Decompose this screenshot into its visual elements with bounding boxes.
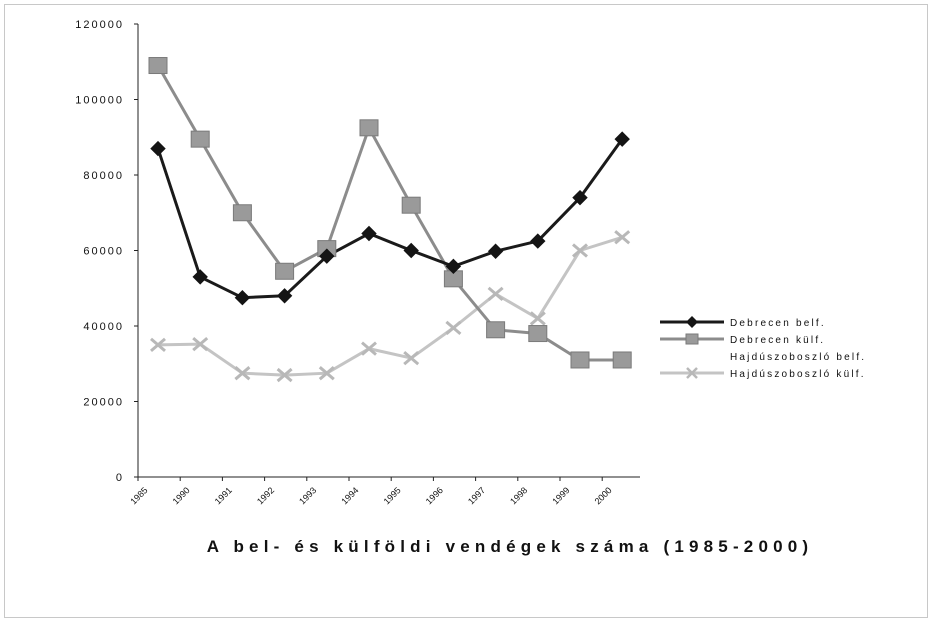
data-point bbox=[276, 367, 293, 383]
y-axis-ticks: 0 20000 40000 60000 80000 100000 120000 bbox=[75, 19, 138, 484]
data-point bbox=[403, 242, 419, 259]
data-point bbox=[614, 230, 631, 245]
legend-label: Hajdúszoboszló belf. bbox=[730, 352, 866, 363]
y-tick-label: 60000 bbox=[83, 246, 124, 258]
legend-label: Debrecen külf. bbox=[730, 335, 825, 346]
x-tick-label: 1990 bbox=[171, 485, 192, 506]
legend-label: Hajdúszoboszló külf. bbox=[730, 369, 866, 380]
x-tick-label: 1996 bbox=[424, 485, 445, 506]
legend-marker bbox=[685, 333, 699, 345]
chart-title: A bel- és külföldi vendégek száma (1985-… bbox=[207, 537, 814, 556]
legend-marker bbox=[686, 316, 698, 328]
data-point bbox=[445, 258, 462, 275]
data-point bbox=[614, 131, 630, 147]
chart-frame bbox=[4, 4, 928, 618]
data-point bbox=[529, 311, 546, 326]
data-point bbox=[403, 350, 420, 366]
x-tick-label: 1998 bbox=[508, 485, 529, 506]
data-point bbox=[361, 225, 377, 242]
data-point bbox=[570, 351, 590, 369]
x-tick-label: 1993 bbox=[297, 485, 318, 506]
series-lines bbox=[156, 64, 624, 377]
data-point bbox=[234, 289, 251, 306]
y-tick-label: 40000 bbox=[83, 321, 124, 333]
series-line bbox=[156, 64, 623, 362]
y-tick-label: 120000 bbox=[75, 19, 124, 31]
data-point bbox=[486, 321, 506, 339]
data-point bbox=[150, 140, 166, 157]
data-point bbox=[148, 57, 168, 75]
legend-label: Debrecen belf. bbox=[730, 318, 826, 329]
x-axis-ticks: 1985 1990 1991 1992 1993 1994 1995 1996 1997 1998… bbox=[128, 477, 614, 506]
x-tick-label: 2000 bbox=[593, 485, 614, 506]
data-point bbox=[612, 351, 632, 369]
data-point bbox=[192, 336, 209, 352]
x-tick-label: 1997 bbox=[466, 485, 487, 506]
data-point bbox=[232, 204, 252, 222]
x-tick-label: 1995 bbox=[382, 485, 403, 506]
series-line bbox=[156, 138, 624, 300]
data-point bbox=[528, 325, 548, 343]
data-point bbox=[401, 196, 421, 214]
data-point bbox=[445, 320, 462, 336]
data-point bbox=[572, 189, 588, 206]
legend: Debrecen belf. Debrecen külf. Hajdúszobosz… bbox=[660, 316, 866, 380]
data-point bbox=[361, 341, 377, 356]
legend-item: Hajdúszoboszló belf. bbox=[730, 352, 866, 363]
data-point bbox=[319, 248, 335, 264]
data-point bbox=[530, 233, 546, 249]
y-tick-label: 100000 bbox=[75, 95, 124, 107]
data-point bbox=[275, 262, 295, 280]
y-tick-label: 20000 bbox=[83, 397, 124, 409]
x-tick-label: 1985 bbox=[128, 485, 149, 506]
x-tick-label: 1992 bbox=[255, 485, 276, 506]
data-point bbox=[192, 269, 208, 285]
data-point bbox=[487, 243, 504, 259]
legend-item: Hajdúszoboszló külf. bbox=[660, 367, 866, 380]
data-point bbox=[150, 337, 166, 353]
data-point bbox=[487, 286, 504, 302]
series-line bbox=[157, 235, 623, 377]
y-tick-label: 0 bbox=[116, 472, 124, 484]
chart-axes bbox=[137, 24, 640, 478]
x-tick-label: 1999 bbox=[550, 485, 571, 506]
legend-item: Debrecen külf. bbox=[660, 333, 825, 346]
data-point bbox=[190, 130, 210, 148]
data-point bbox=[276, 288, 293, 304]
legend-item: Debrecen belf. bbox=[660, 316, 826, 329]
data-point bbox=[572, 243, 588, 258]
x-tick-label: 1994 bbox=[339, 485, 360, 506]
data-point bbox=[234, 366, 251, 381]
y-tick-label: 80000 bbox=[83, 170, 124, 182]
data-point bbox=[318, 366, 335, 381]
series-markers bbox=[148, 57, 632, 383]
x-tick-label: 1991 bbox=[213, 485, 234, 506]
data-point bbox=[359, 119, 379, 137]
